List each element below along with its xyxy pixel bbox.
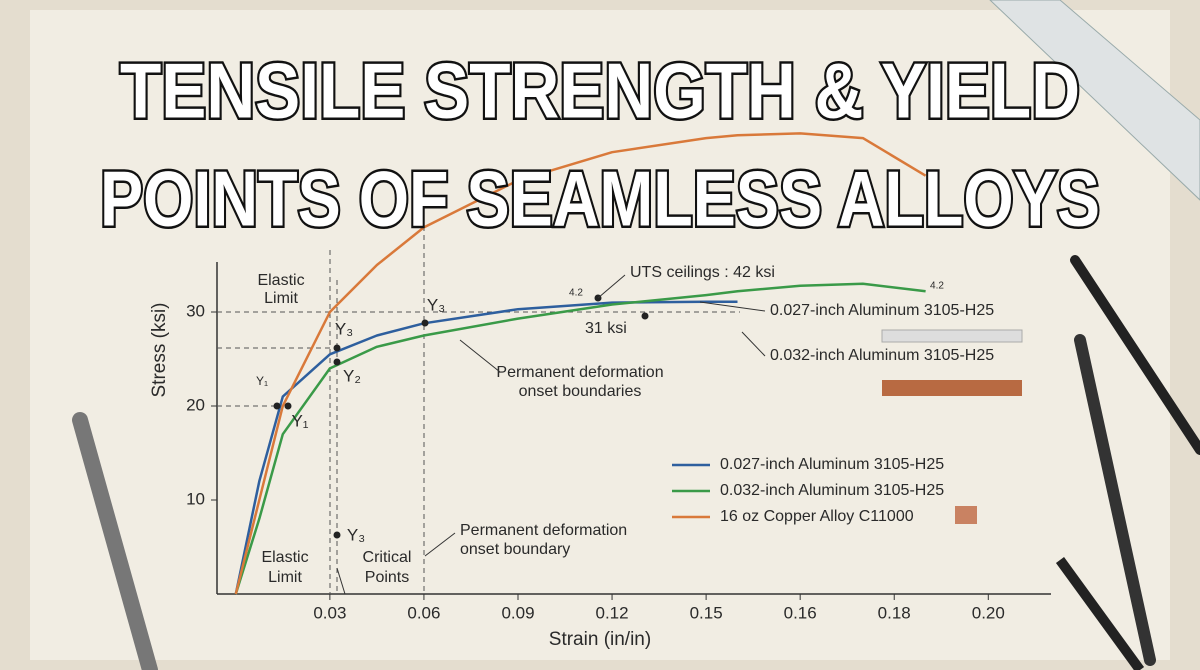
annotation: onset boundary bbox=[460, 541, 570, 558]
callout-line bbox=[459, 339, 501, 373]
y-tick-label: 10 bbox=[186, 489, 205, 508]
x-tick-label: 0.03 bbox=[313, 603, 346, 622]
x-tick-label: 0.06 bbox=[407, 603, 440, 622]
annotation: onset boundaries bbox=[519, 383, 642, 400]
annotation: Critical bbox=[363, 549, 412, 566]
y-tick-label: 20 bbox=[186, 395, 205, 414]
annotation: Permanent deformation bbox=[496, 364, 663, 381]
callout-line bbox=[699, 301, 766, 312]
callout-line bbox=[336, 567, 346, 595]
annotation: Elastic bbox=[257, 272, 304, 289]
pencil bbox=[72, 255, 1200, 670]
y-tick-label: 30 bbox=[186, 301, 205, 320]
x-axis-label: Strain (in/in) bbox=[549, 629, 651, 650]
point-dot bbox=[421, 319, 429, 327]
annotation: Y₂ bbox=[343, 366, 361, 385]
callout-line bbox=[424, 532, 456, 557]
x-tick-label: 0.20 bbox=[972, 603, 1005, 622]
point-dot bbox=[273, 402, 281, 410]
chart-title: TENSILE STRENGTH & YIELD bbox=[120, 47, 1080, 135]
annotation: Limit bbox=[268, 569, 302, 586]
annotation: Y₃ bbox=[347, 525, 365, 544]
chart-title: POINTS OF SEAMLESS ALLOYS bbox=[100, 155, 1100, 243]
callout-line bbox=[741, 331, 766, 357]
annotation: Limit bbox=[264, 290, 298, 307]
y-axis-label: Stress (ksi) bbox=[149, 303, 170, 398]
callout-label: 0.032-inch Aluminum 3105-H25 bbox=[770, 347, 994, 364]
callout-label: 0.027-inch Aluminum 3105-H25 bbox=[770, 302, 994, 319]
x-tick-label: 0.15 bbox=[690, 603, 723, 622]
x-tick-label: 0.12 bbox=[596, 603, 629, 622]
annotation: Y₃ bbox=[335, 319, 353, 338]
x-tick-label: 0.16 bbox=[784, 603, 817, 622]
annotation: 31 ksi bbox=[585, 320, 627, 337]
legend-label: 0.027-inch Aluminum 3105-H25 bbox=[720, 456, 944, 473]
series-line bbox=[234, 300, 738, 595]
annotation: Y₁ bbox=[256, 374, 268, 388]
annotation: Y₃ bbox=[427, 295, 445, 314]
point-dot bbox=[333, 358, 341, 366]
annotation: Y₁ bbox=[291, 411, 308, 430]
series-line bbox=[234, 132, 927, 595]
point-dot bbox=[641, 312, 649, 320]
annotation: 4.2 bbox=[569, 288, 583, 299]
copper-sample bbox=[881, 329, 1023, 524]
plot: 10 20 30 0.03 0.06 0.09 0.12 0.15 0.16 0.18 0.20 St… bbox=[149, 132, 1051, 650]
point-dot bbox=[333, 344, 341, 352]
annotation: UTS ceilings : 42 ksi bbox=[630, 264, 775, 281]
ruler bbox=[989, 0, 1200, 201]
annotation: Elastic bbox=[261, 549, 308, 566]
annotation: 4.2 bbox=[930, 281, 944, 292]
point-dot bbox=[333, 531, 341, 539]
x-tick-label: 0.18 bbox=[878, 603, 911, 622]
legend-label: 16 oz Copper Alloy C11000 bbox=[720, 508, 914, 525]
x-tick-label: 0.09 bbox=[501, 603, 534, 622]
series-line bbox=[234, 282, 926, 595]
legend-label: 0.032-inch Aluminum 3105-H25 bbox=[720, 482, 944, 499]
annotation: Permanent deformation bbox=[460, 522, 627, 539]
callout-line bbox=[597, 274, 626, 299]
point-dot bbox=[284, 402, 292, 410]
annotation: Points bbox=[365, 569, 409, 586]
